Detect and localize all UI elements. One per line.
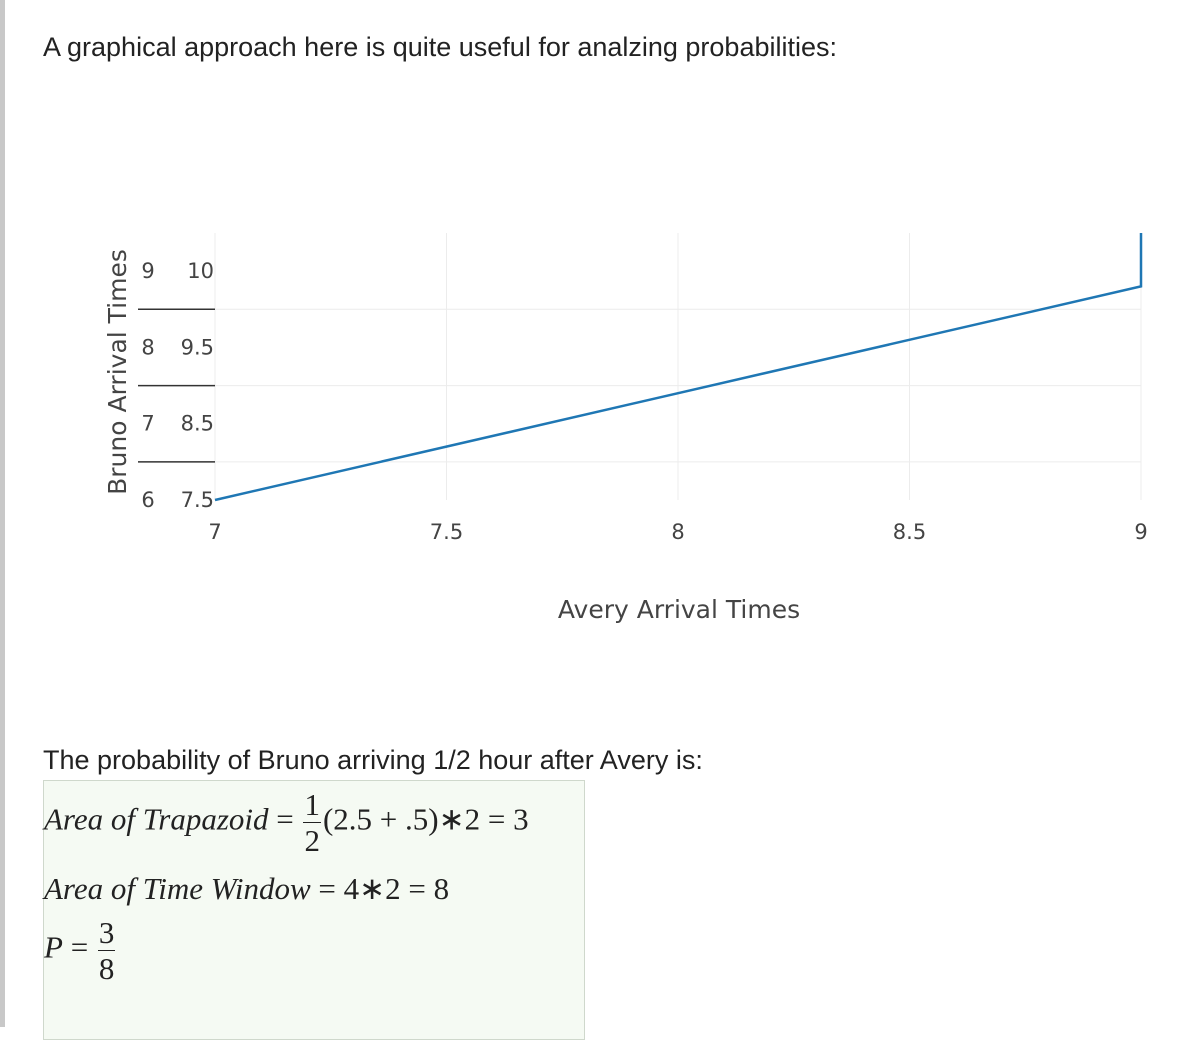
- fraction-numerator: 3: [97, 915, 116, 951]
- half-fraction: 1 2: [303, 789, 321, 856]
- x-tick-label: 7.5: [430, 520, 463, 544]
- arrival-times-chart: 6 7.5 7 8.5 8 9.5 9 10 7 7.5 8 8.5 9 Avery Arrival …: [103, 233, 1148, 624]
- x-tick-label: 9: [1134, 520, 1147, 544]
- probability-label: P: [44, 929, 63, 965]
- time-window-label: Area of Time Window: [44, 871, 311, 906]
- trapezoid-computation: (2.5 + .5)∗2 = 3: [322, 801, 529, 837]
- fraction-numerator: 1: [303, 787, 321, 823]
- series-layer: [214, 233, 1143, 502]
- fraction-denominator: 8: [98, 951, 115, 986]
- math-row-time-window: Area of Time Window = 4∗2 = 8: [44, 871, 449, 907]
- y-tick-label: 6: [141, 488, 154, 512]
- y-tick-label: 10: [187, 259, 214, 283]
- x-tick-label: 8.5: [893, 520, 926, 544]
- y-tick-label: 7.5: [181, 488, 214, 512]
- y-tick-label: 7: [141, 412, 154, 436]
- intro-text: A graphical approach here is quite usefu…: [43, 32, 837, 62]
- math-row-trapezoid: Area of Trapazoid = 1 2 (2.5 + .5)∗2 = 3: [44, 789, 529, 856]
- equals-sign: =: [70, 929, 89, 965]
- y-tick-label: 9: [141, 259, 154, 283]
- left-border-bar: [0, 0, 5, 1027]
- time-window-computation: = 4∗2 = 8: [318, 871, 450, 906]
- x-tick-labels: 7 7.5 8 8.5 9: [208, 520, 1147, 544]
- math-solution-box: Area of Trapazoid = 1 2 (2.5 + .5)∗2 = 3…: [43, 780, 585, 1040]
- series-line-0: [214, 233, 1143, 502]
- grid-layer: [214, 233, 1142, 500]
- math-row-probability: P = 3 8: [44, 917, 117, 984]
- x-axis-title: Avery Arrival Times: [558, 595, 800, 624]
- y-axis-title: Bruno Arrival Times: [103, 249, 132, 495]
- equals-sign: =: [276, 801, 294, 837]
- probability-fraction: 3 8: [97, 915, 116, 986]
- y-tick-labels: 6 7.5 7 8.5 8 9.5 9 10: [138, 259, 215, 512]
- y-tick-label: 9.5: [181, 335, 214, 359]
- y-tick-label: 8: [141, 335, 154, 359]
- fraction-denominator: 2: [304, 823, 320, 858]
- x-tick-label: 7: [208, 520, 221, 544]
- trapezoid-label: Area of Trapazoid: [44, 801, 269, 837]
- probability-statement: The probability of Bruno arriving 1/2 ho…: [43, 745, 703, 775]
- y-tick-label: 8.5: [181, 412, 214, 436]
- x-tick-label: 8: [671, 520, 684, 544]
